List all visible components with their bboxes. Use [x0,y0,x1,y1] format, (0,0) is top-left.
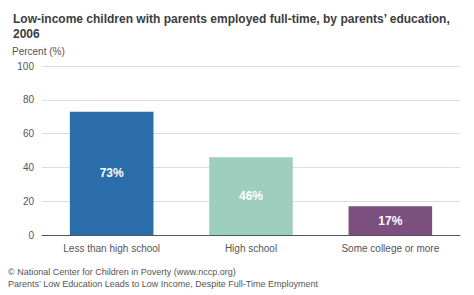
svg-text:17%: 17% [378,214,402,228]
svg-text:0: 0 [28,230,34,241]
svg-text:40: 40 [23,162,35,173]
svg-text:20: 20 [23,196,35,207]
svg-text:73%: 73% [100,166,124,180]
svg-text:Parents’ Low Education Leads t: Parents’ Low Education Leads to Low Inco… [8,279,318,289]
svg-text:High school: High school [225,243,277,254]
svg-text:100: 100 [17,61,34,72]
svg-text:Some college or more: Some college or more [341,243,439,254]
svg-text:Percent (%): Percent (%) [12,46,65,57]
svg-text:80: 80 [23,94,35,105]
svg-text:Low-income children with paren: Low-income children with parents employe… [13,12,453,26]
svg-text:© National Center for Children: © National Center for Children in Povert… [8,267,236,277]
svg-text:2006: 2006 [13,27,40,41]
svg-text:Less than high school: Less than high school [63,243,160,254]
svg-text:60: 60 [23,128,35,139]
svg-text:46%: 46% [239,189,263,203]
